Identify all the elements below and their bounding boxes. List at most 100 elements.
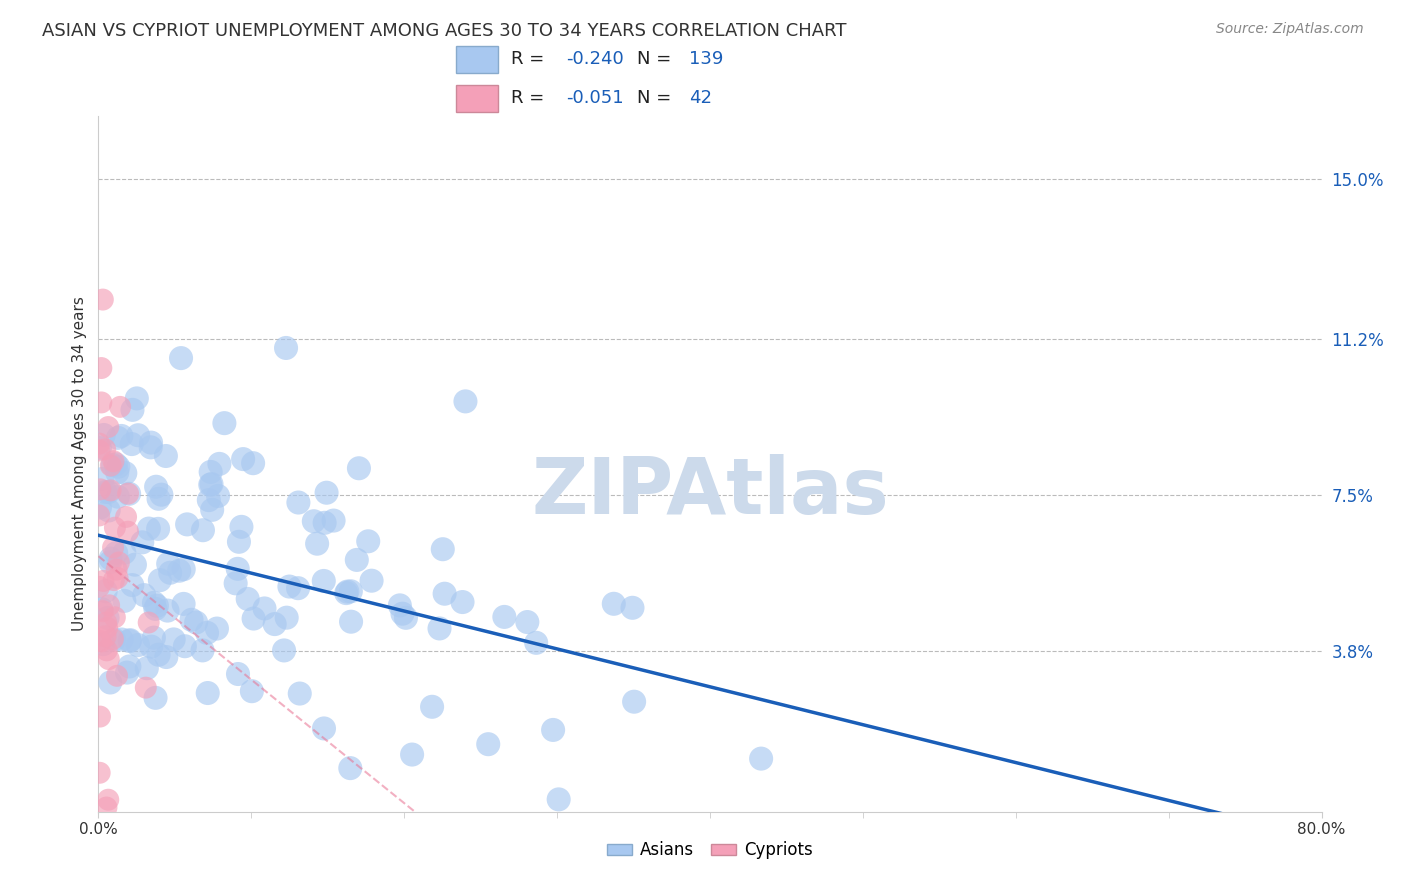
Point (100, 458, 122, 473)
Point (107, 459, 129, 474)
Point (274, 341, 297, 355)
Point (103, 454, 125, 468)
Point (273, 643, 295, 657)
Point (89, 483, 111, 497)
Point (232, 452, 254, 467)
Point (100, 551, 122, 566)
Point (197, 686, 219, 700)
Point (127, 428, 149, 442)
Point (312, 574, 335, 588)
Point (242, 456, 264, 470)
Point (121, 402, 143, 417)
Point (263, 617, 285, 632)
Point (118, 634, 141, 648)
Point (433, 587, 456, 601)
Point (139, 435, 162, 450)
Point (547, 792, 569, 806)
Point (150, 488, 173, 502)
Point (101, 541, 124, 555)
Point (200, 477, 222, 491)
Point (96, 615, 118, 630)
Point (108, 400, 131, 414)
Point (94, 442, 117, 457)
Point (138, 522, 160, 536)
Legend: Asians, Cypriots: Asians, Cypriots (600, 835, 820, 866)
Point (335, 586, 357, 600)
Point (93, 428, 115, 442)
Point (312, 722, 335, 736)
Point (105, 546, 128, 560)
Point (103, 632, 125, 647)
Point (451, 595, 474, 609)
Point (157, 557, 180, 571)
Point (90, 634, 112, 648)
Point (388, 599, 411, 613)
Point (516, 615, 538, 629)
Text: -0.240: -0.240 (565, 51, 623, 69)
Point (360, 574, 382, 588)
Point (621, 600, 644, 615)
Point (91, 604, 114, 618)
Text: R =: R = (510, 51, 550, 69)
Point (89, 709, 111, 723)
Point (89, 441, 111, 455)
Point (121, 437, 143, 451)
Point (322, 514, 344, 528)
Point (134, 588, 156, 602)
Point (105, 669, 128, 683)
Point (101, 632, 124, 646)
Point (429, 622, 451, 636)
Point (541, 723, 564, 737)
Point (117, 524, 139, 539)
Point (118, 487, 141, 501)
Point (118, 659, 141, 673)
Point (200, 465, 222, 479)
Point (167, 564, 190, 578)
Point (253, 601, 276, 615)
Point (145, 690, 167, 705)
Point (135, 681, 157, 695)
Point (135, 661, 157, 675)
Point (97, 420, 120, 434)
Point (104, 610, 127, 624)
Point (114, 466, 136, 480)
Point (228, 534, 250, 549)
Point (107, 431, 129, 445)
Point (146, 522, 169, 536)
Point (347, 461, 370, 475)
Point (105, 466, 128, 480)
Point (225, 576, 247, 591)
Point (346, 553, 368, 567)
Point (89, 500, 111, 515)
Point (89, 580, 111, 594)
Point (97, 503, 120, 517)
Point (207, 489, 229, 503)
Point (124, 558, 146, 572)
Point (173, 562, 195, 576)
Point (231, 520, 253, 534)
Point (115, 665, 138, 680)
Point (98, 675, 121, 690)
Point (315, 485, 337, 500)
Point (357, 534, 380, 549)
Point (89, 765, 111, 780)
Point (191, 523, 214, 537)
Point (100, 483, 122, 498)
Point (163, 632, 186, 647)
Text: Source: ZipAtlas.com: Source: ZipAtlas.com (1216, 22, 1364, 37)
Point (97, 611, 120, 625)
Text: ASIAN VS CYPRIOT UNEMPLOYMENT AMONG AGES 30 TO 34 YEARS CORRELATION CHART: ASIAN VS CYPRIOT UNEMPLOYMENT AMONG AGES… (42, 22, 846, 40)
FancyBboxPatch shape (456, 85, 498, 112)
Point (146, 599, 169, 613)
Point (117, 486, 139, 500)
Point (139, 441, 162, 455)
Text: ZIPAtlas: ZIPAtlas (531, 454, 889, 530)
Point (104, 457, 127, 471)
Point (93, 574, 115, 588)
Point (96, 643, 118, 657)
Point (148, 648, 170, 662)
Point (98, 599, 121, 613)
Point (195, 625, 218, 640)
Point (336, 584, 359, 599)
Point (191, 643, 214, 657)
